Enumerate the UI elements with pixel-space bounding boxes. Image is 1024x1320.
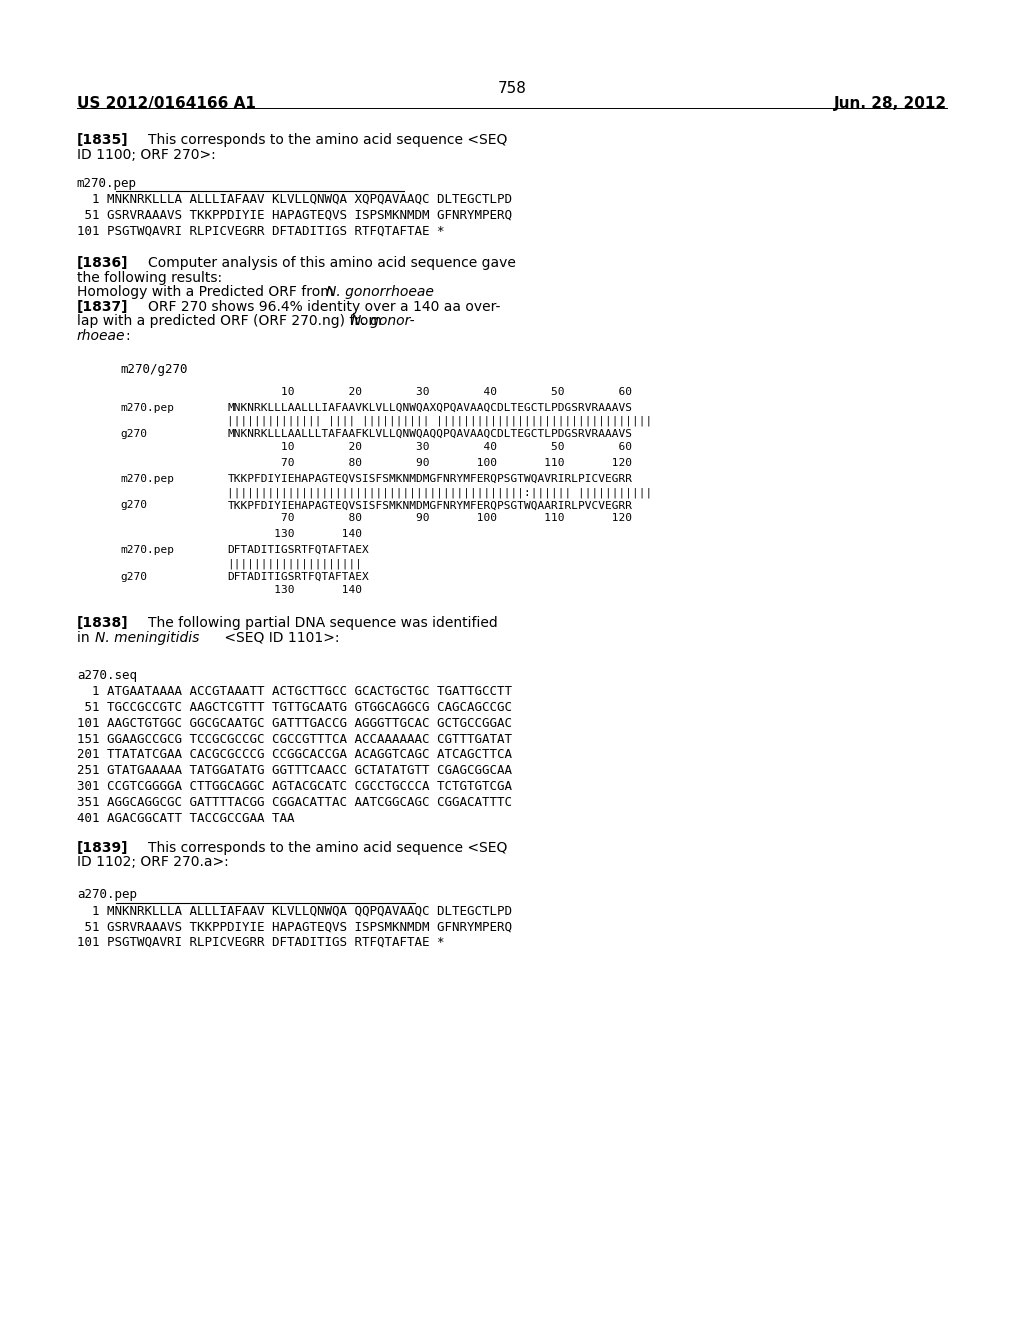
Text: m270.pep: m270.pep <box>121 545 175 556</box>
Text: m270.pep: m270.pep <box>121 474 175 484</box>
Text: 201 TTATATCGAA CACGCGCCCG CCGGCACCGA ACAGGTCAGC ATCAGCTTCA: 201 TTATATCGAA CACGCGCCCG CCGGCACCGA ACA… <box>77 748 512 762</box>
Text: in: in <box>77 631 94 645</box>
Text: MNKNRKLLLAALLLTAFAAFKLVLLQNWQAQQPQAVAAQCDLTEGCTLPDGSRVRAAAVS: MNKNRKLLLAALLLTAFAAFKLVLLQNWQAQQPQAVAAQC… <box>227 429 633 440</box>
Text: <SEQ ID 1101>:: <SEQ ID 1101>: <box>220 631 340 645</box>
Text: 301 CCGTCGGGGA CTTGGCAGGC AGTACGCATC CGCCTGCCCA TCTGTGTCGA: 301 CCGTCGGGGA CTTGGCAGGC AGTACGCATC CGC… <box>77 780 512 793</box>
Text: 251 GTATGAAAAA TATGGATATG GGTTTCAACC GCTATATGTT CGAGCGGCAA: 251 GTATGAAAAA TATGGATATG GGTTTCAACC GCT… <box>77 764 512 777</box>
Text: 130       140: 130 140 <box>227 585 362 595</box>
Text: ||||||||||||||||||||: |||||||||||||||||||| <box>227 558 362 569</box>
Text: Computer analysis of this amino acid sequence gave: Computer analysis of this amino acid seq… <box>148 256 516 271</box>
Text: g270: g270 <box>121 572 147 582</box>
Text: 401 AGACGGCATT TACCGCCGAA TAA: 401 AGACGGCATT TACCGCCGAA TAA <box>77 812 294 825</box>
Text: 130       140: 130 140 <box>227 529 362 540</box>
Text: 101 PSGTWQAVRI RLPICVEGRR DFTADITIGS RTFQTAFTAE *: 101 PSGTWQAVRI RLPICVEGRR DFTADITIGS RTF… <box>77 224 444 238</box>
Text: [1835]: [1835] <box>77 133 128 148</box>
Text: The following partial DNA sequence was identified: The following partial DNA sequence was i… <box>148 616 499 631</box>
Text: ID 1102; ORF 270.a>:: ID 1102; ORF 270.a>: <box>77 855 228 870</box>
Text: 1 ATGAATAAAA ACCGTAAATT ACTGCTTGCC GCACTGCTGC TGATTGCCTT: 1 ATGAATAAAA ACCGTAAATT ACTGCTTGCC GCACT… <box>77 685 512 698</box>
Text: a270.seq: a270.seq <box>77 669 137 682</box>
Text: 151 GGAAGCCGCG TCCGCGCCGC CGCCGTTTCA ACCAAAAAAC CGTTTGATAT: 151 GGAAGCCGCG TCCGCGCCGC CGCCGTTTCA ACC… <box>77 733 512 746</box>
Text: 10        20        30        40        50        60: 10 20 30 40 50 60 <box>227 442 633 453</box>
Text: g270: g270 <box>121 500 147 511</box>
Text: m270.pep: m270.pep <box>121 403 175 413</box>
Text: N. meningitidis: N. meningitidis <box>95 631 200 645</box>
Text: TKKPFDIYIEHAPAGTEQVSISFSMKNMDMGFNRYMFERQPSGTWQAVRIRLPICVEGRR: TKKPFDIYIEHAPAGTEQVSISFSMKNMDMGFNRYMFERQ… <box>227 474 633 484</box>
Text: a270.pep: a270.pep <box>77 888 137 902</box>
Text: This corresponds to the amino acid sequence <SEQ: This corresponds to the amino acid seque… <box>148 133 508 148</box>
Text: g270: g270 <box>121 429 147 440</box>
Text: US 2012/0164166 A1: US 2012/0164166 A1 <box>77 96 256 111</box>
Text: 101 AAGCTGTGGC GGCGCAATGC GATTTGACCG AGGGTTGCAC GCTGCCGGAC: 101 AAGCTGTGGC GGCGCAATGC GATTTGACCG AGG… <box>77 717 512 730</box>
Text: 10        20        30        40        50        60: 10 20 30 40 50 60 <box>227 387 633 397</box>
Text: ORF 270 shows 96.4% identity over a 140 aa over-: ORF 270 shows 96.4% identity over a 140 … <box>148 300 501 314</box>
Text: [1836]: [1836] <box>77 256 128 271</box>
Text: TKKPFDIYIEHAPAGTEQVSISFSMKNMDMGFNRYMFERQPSGTWQAARIRLPVCVEGRR: TKKPFDIYIEHAPAGTEQVSISFSMKNMDMGFNRYMFERQ… <box>227 500 633 511</box>
Text: 1 MNKNRKLLLA ALLLIAFAAV KLVLLQNWQA XQPQAVAAQC DLTEGCTLPD: 1 MNKNRKLLLA ALLLIAFAAV KLVLLQNWQA XQPQA… <box>77 193 512 206</box>
Text: 101 PSGTWQAVRI RLPICVEGRR DFTADITIGS RTFQTAFTAE *: 101 PSGTWQAVRI RLPICVEGRR DFTADITIGS RTF… <box>77 936 444 949</box>
Text: 51 TGCCGCCGTC AAGCTCGTTT TGTTGCAATG GTGGCAGGCG CAGCAGCCGC: 51 TGCCGCCGTC AAGCTCGTTT TGTTGCAATG GTGG… <box>77 701 512 714</box>
Text: 758: 758 <box>498 81 526 95</box>
Text: 70        80        90       100       110       120: 70 80 90 100 110 120 <box>227 513 633 524</box>
Text: the following results:: the following results: <box>77 271 222 285</box>
Text: :: : <box>125 329 130 343</box>
Text: ID 1100; ORF 270>:: ID 1100; ORF 270>: <box>77 148 215 162</box>
Text: lap with a predicted ORF (ORF 270.ng) from: lap with a predicted ORF (ORF 270.ng) fr… <box>77 314 386 329</box>
Text: Homology with a Predicted ORF from: Homology with a Predicted ORF from <box>77 285 338 300</box>
Text: 1 MNKNRKLLLA ALLLIAFAAV KLVLLQNWQA QQPQAVAAQC DLTEGCTLPD: 1 MNKNRKLLLA ALLLIAFAAV KLVLLQNWQA QQPQA… <box>77 904 512 917</box>
Text: 51 GSRVRAAAVS TKKPPDIYIE HAPAGTEQVS ISPSMKNMDM GFNRYMPERQ: 51 GSRVRAAAVS TKKPPDIYIE HAPAGTEQVS ISPS… <box>77 920 512 933</box>
Text: DFTADITIGSRTFQTAFTAEX: DFTADITIGSRTFQTAFTAEX <box>227 545 369 556</box>
Text: 351 AGGCAGGCGC GATTTTACGG CGGACATTAC AATCGGCAGC CGGACATTTC: 351 AGGCAGGCGC GATTTTACGG CGGACATTAC AAT… <box>77 796 512 809</box>
Text: ||||||||||||||||||||||||||||||||||||||||||||:|||||| |||||||||||: ||||||||||||||||||||||||||||||||||||||||… <box>227 487 652 498</box>
Text: m270/g270: m270/g270 <box>121 363 188 376</box>
Text: This corresponds to the amino acid sequence <SEQ: This corresponds to the amino acid seque… <box>148 841 508 855</box>
Text: MNKNRKLLLAALLLIAFAAVKLVLLQNWQAXQPQAVAAQCDLTEGCTLPDGSRVRAAAVS: MNKNRKLLLAALLLIAFAAVKLVLLQNWQAXQPQAVAAQC… <box>227 403 633 413</box>
Text: N. gonor-: N. gonor- <box>351 314 415 329</box>
Text: [1839]: [1839] <box>77 841 128 855</box>
Text: [1838]: [1838] <box>77 616 128 631</box>
Text: rhoeae: rhoeae <box>77 329 125 343</box>
Text: 70        80        90       100       110       120: 70 80 90 100 110 120 <box>227 458 633 469</box>
Text: |||||||||||||| |||| |||||||||| ||||||||||||||||||||||||||||||||: |||||||||||||| |||| |||||||||| |||||||||… <box>227 416 652 426</box>
Text: DFTADITIGSRTFQTAFTAEX: DFTADITIGSRTFQTAFTAEX <box>227 572 369 582</box>
Text: [1837]: [1837] <box>77 300 128 314</box>
Text: N. gonorrhoeae: N. gonorrhoeae <box>326 285 433 300</box>
Text: m270.pep: m270.pep <box>77 177 137 190</box>
Text: 51 GSRVRAAAVS TKKPPDIYIE HAPAGTEQVS ISPSMKNMDM GFNRYMPERQ: 51 GSRVRAAAVS TKKPPDIYIE HAPAGTEQVS ISPS… <box>77 209 512 222</box>
Text: Jun. 28, 2012: Jun. 28, 2012 <box>835 96 947 111</box>
